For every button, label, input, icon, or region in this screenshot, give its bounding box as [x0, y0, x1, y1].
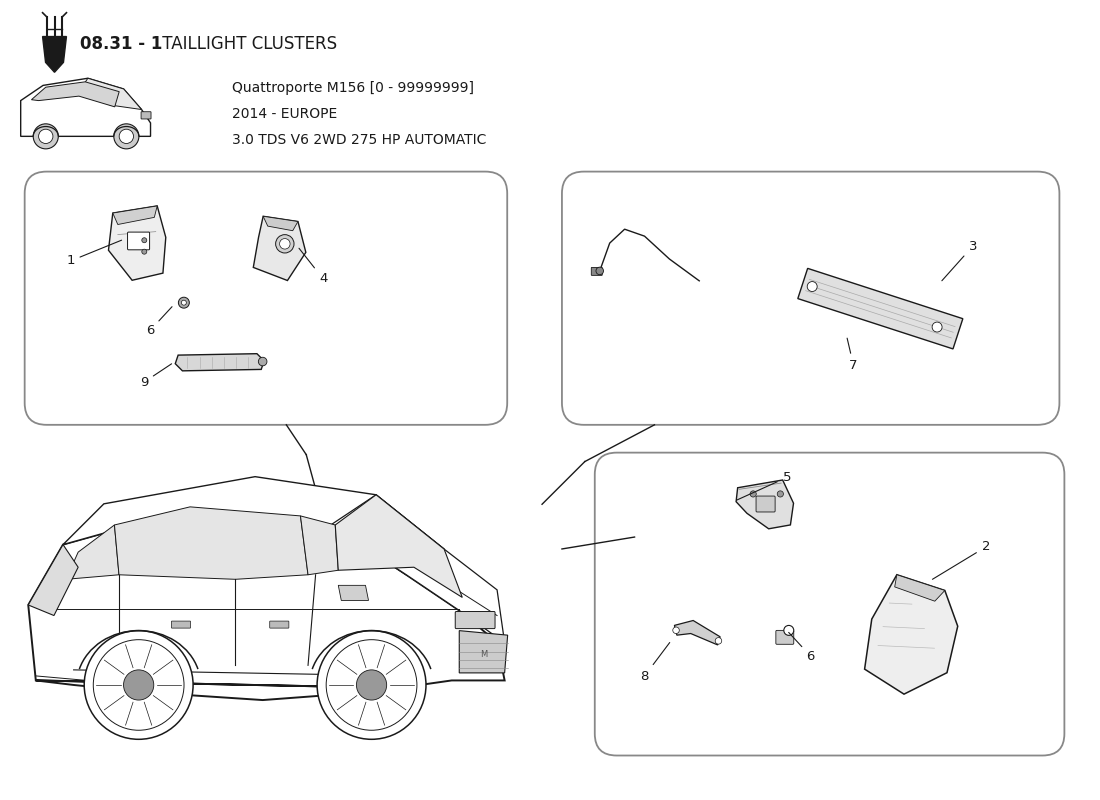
FancyBboxPatch shape [24, 171, 507, 425]
Polygon shape [114, 507, 308, 579]
Circle shape [39, 129, 53, 143]
FancyBboxPatch shape [562, 171, 1059, 425]
Text: 4: 4 [299, 248, 328, 286]
Circle shape [123, 670, 154, 700]
Polygon shape [29, 545, 78, 615]
Text: 8: 8 [640, 642, 670, 682]
Polygon shape [21, 78, 151, 136]
Text: 2014 - EUROPE: 2014 - EUROPE [232, 107, 337, 121]
Polygon shape [865, 574, 958, 694]
Polygon shape [300, 516, 339, 574]
Polygon shape [66, 525, 119, 579]
Polygon shape [460, 630, 508, 673]
FancyBboxPatch shape [141, 112, 151, 119]
Polygon shape [29, 510, 505, 700]
Circle shape [750, 491, 757, 497]
Circle shape [673, 627, 680, 634]
Polygon shape [32, 82, 119, 107]
Polygon shape [79, 78, 142, 110]
Polygon shape [109, 206, 166, 280]
Circle shape [178, 298, 189, 308]
Circle shape [715, 638, 722, 644]
Text: 6: 6 [789, 633, 815, 662]
Polygon shape [263, 216, 298, 230]
FancyBboxPatch shape [756, 496, 775, 512]
FancyBboxPatch shape [455, 611, 495, 629]
Polygon shape [674, 621, 720, 645]
Text: 5: 5 [737, 471, 791, 500]
Text: 3.0 TDS V6 2WD 275 HP AUTOMATIC: 3.0 TDS V6 2WD 275 HP AUTOMATIC [232, 133, 486, 147]
Circle shape [276, 234, 294, 253]
Circle shape [784, 626, 794, 635]
Polygon shape [336, 494, 462, 598]
Polygon shape [43, 37, 66, 72]
Polygon shape [63, 477, 444, 574]
Circle shape [33, 124, 58, 149]
Text: 9: 9 [140, 364, 172, 389]
Circle shape [279, 238, 290, 249]
Polygon shape [113, 206, 157, 225]
Circle shape [142, 249, 146, 254]
Circle shape [182, 300, 186, 305]
Polygon shape [175, 354, 264, 371]
Circle shape [142, 238, 146, 242]
Circle shape [807, 282, 817, 291]
Polygon shape [339, 586, 369, 601]
Circle shape [327, 640, 417, 730]
Polygon shape [331, 494, 505, 642]
Text: 08.31 - 1: 08.31 - 1 [80, 35, 163, 54]
Polygon shape [736, 480, 793, 529]
Circle shape [317, 630, 426, 739]
Text: 3: 3 [942, 239, 977, 281]
Circle shape [778, 491, 783, 497]
Polygon shape [894, 574, 945, 601]
Circle shape [119, 129, 133, 143]
FancyBboxPatch shape [595, 453, 1065, 755]
FancyBboxPatch shape [172, 621, 190, 628]
Circle shape [85, 630, 194, 739]
Circle shape [932, 322, 942, 332]
Text: 2: 2 [933, 541, 990, 579]
Polygon shape [798, 268, 962, 349]
Text: Quattroporte M156 [0 - 99999999]: Quattroporte M156 [0 - 99999999] [232, 81, 474, 95]
Text: 6: 6 [146, 306, 172, 337]
Text: TAILLIGHT CLUSTERS: TAILLIGHT CLUSTERS [157, 35, 337, 54]
Circle shape [356, 670, 387, 700]
Text: 1: 1 [66, 240, 122, 267]
FancyBboxPatch shape [776, 630, 794, 644]
Text: 7: 7 [847, 338, 858, 372]
Text: M: M [480, 650, 487, 659]
Circle shape [113, 124, 139, 149]
Circle shape [258, 358, 267, 366]
Circle shape [596, 267, 604, 274]
FancyBboxPatch shape [128, 232, 150, 250]
Polygon shape [253, 216, 306, 281]
FancyBboxPatch shape [270, 621, 289, 628]
Circle shape [94, 640, 184, 730]
FancyBboxPatch shape [592, 267, 602, 275]
